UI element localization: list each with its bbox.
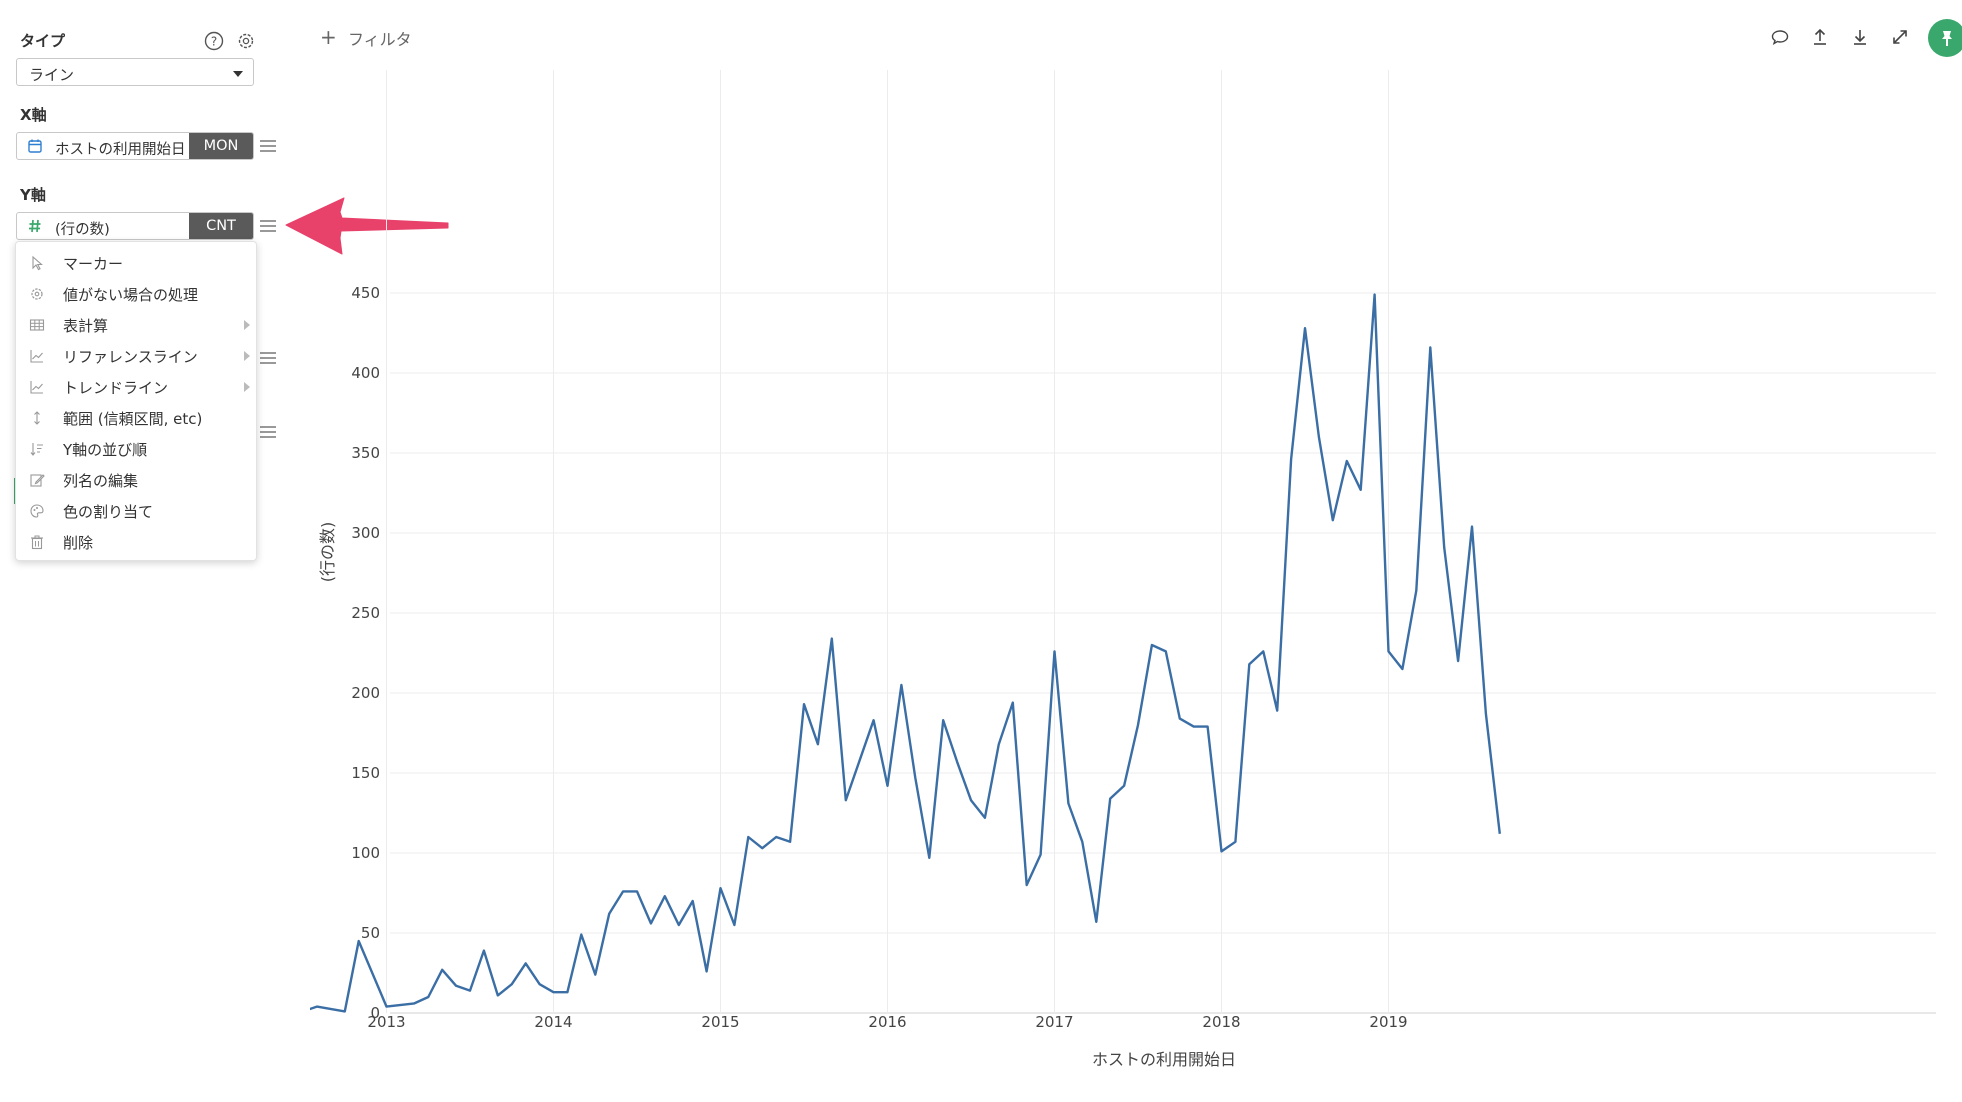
- y-axis-title: (行の数): [318, 522, 337, 583]
- x-tick-label: 2014: [534, 1013, 572, 1031]
- cursor-icon: [32, 255, 43, 271]
- y-tick-label: 50: [361, 924, 380, 942]
- type-label: タイプ: [20, 32, 66, 50]
- menu-item-table-calc[interactable]: 表計算: [16, 310, 256, 340]
- x-field-agg-button[interactable]: MON: [189, 133, 253, 159]
- y-field-context-menu: マーカー 値がない場合の処理 表計算 リファレンスライン トレンドライン 範囲 …: [15, 241, 257, 561]
- chevron-right-icon: [244, 382, 250, 392]
- expand-icon[interactable]: [1888, 25, 1912, 49]
- x-tick-label: 2016: [868, 1013, 906, 1031]
- y-tick-label: 450: [351, 284, 380, 302]
- pin-button[interactable]: [1928, 19, 1962, 57]
- x-axis-label: X軸: [20, 106, 47, 124]
- calendar-icon: [28, 139, 42, 153]
- menu-item-y-sort[interactable]: Y軸の並び順: [16, 434, 256, 464]
- chart-type-value: ライン: [29, 66, 75, 84]
- download-icon[interactable]: [1848, 25, 1872, 49]
- x-tick-label: 2017: [1035, 1013, 1073, 1031]
- y-axis-label: Y軸: [20, 186, 46, 204]
- edit-icon: [30, 474, 45, 487]
- trash-icon: [31, 535, 43, 550]
- menu-item-label: リファレンスライン: [63, 348, 198, 366]
- palette-icon: [30, 504, 44, 518]
- x-axis-title: ホストの利用開始日: [1092, 1050, 1236, 1069]
- help-icon[interactable]: ?: [203, 30, 225, 52]
- field-menu-icon[interactable]: [260, 426, 276, 438]
- x-axis-field[interactable]: ホストの利用開始日 MON: [16, 132, 254, 160]
- menu-item-label: 値がない場合の処理: [63, 286, 199, 304]
- x-field-name: ホストの利用開始日: [55, 142, 186, 158]
- plus-icon: +: [320, 25, 337, 49]
- annotation-arrow-icon: [285, 197, 449, 255]
- y-tick-label: 200: [351, 684, 380, 702]
- chart-config-panel: タイプ ? ライン X軸 ホストの利用開始日 MON Y軸 (行の数) CNT: [0, 0, 276, 1102]
- menu-item-delete[interactable]: 削除: [16, 527, 256, 557]
- menu-item-range[interactable]: 範囲 (信頼区間, etc): [16, 403, 256, 433]
- x-tick-label: 2018: [1202, 1013, 1240, 1031]
- menu-item-trend-line[interactable]: トレンドライン: [16, 372, 256, 402]
- y-tick-label: 100: [351, 844, 380, 862]
- y-field-agg-button[interactable]: CNT: [189, 213, 253, 239]
- menu-item-label: Y軸の並び順: [63, 441, 148, 459]
- menu-item-label: 範囲 (信頼区間, etc): [63, 410, 203, 428]
- field-menu-icon[interactable]: [260, 352, 276, 364]
- y-field-name: (行の数): [55, 222, 110, 238]
- menu-item-label: トレンドライン: [63, 379, 169, 397]
- x-tick-label: 2015: [701, 1013, 739, 1031]
- chevron-right-icon: [244, 351, 250, 361]
- menu-item-label: 表計算: [63, 317, 109, 335]
- y-field-menu-icon[interactable]: [260, 220, 276, 232]
- menu-item-reference-line[interactable]: リファレンスライン: [16, 341, 256, 371]
- menu-item-label: マーカー: [63, 255, 124, 273]
- x-field-menu-icon[interactable]: [260, 140, 276, 152]
- y-tick-label: 0: [370, 1004, 380, 1022]
- chevron-right-icon: [244, 320, 250, 330]
- menu-item-color-assignment[interactable]: 色の割り当て: [16, 496, 256, 526]
- range-icon: [34, 411, 40, 425]
- chart-type-select[interactable]: ライン: [16, 58, 254, 86]
- menu-item-label: 削除: [63, 534, 94, 552]
- table-icon: [29, 319, 45, 331]
- y-tick-label: 300: [351, 524, 380, 542]
- y-axis-field[interactable]: (行の数) CNT: [16, 212, 254, 240]
- x-tick-label: 2019: [1369, 1013, 1407, 1031]
- trend-line-icon: [30, 381, 43, 394]
- hash-icon: [29, 219, 41, 233]
- filter-label: フィルタ: [348, 30, 412, 49]
- upload-icon[interactable]: [1808, 25, 1832, 49]
- menu-item-label: 列名の編集: [63, 472, 139, 490]
- svg-text:?: ?: [211, 35, 217, 49]
- menu-item-edit-column-name[interactable]: 列名の編集: [16, 465, 256, 495]
- menu-item-missing-values[interactable]: 値がない場合の処理: [16, 279, 256, 309]
- chevron-down-icon: [233, 71, 243, 77]
- comment-icon[interactable]: [1768, 25, 1792, 49]
- gear-icon: [31, 288, 43, 300]
- sort-icon: [30, 443, 43, 456]
- y-tick-label: 350: [351, 444, 380, 462]
- chart-line-icon: [30, 350, 43, 363]
- x-tick-label: 2013: [367, 1013, 405, 1031]
- pin-icon: [1942, 31, 1952, 46]
- menu-item-marker[interactable]: マーカー: [16, 248, 256, 278]
- menu-item-label: 色の割り当て: [63, 503, 154, 521]
- y-tick-label: 400: [351, 364, 380, 382]
- series-line: [310, 293, 1501, 1013]
- line-chart: 0501001502002503003504004502011201220132…: [310, 70, 1936, 1069]
- gear-icon[interactable]: [235, 30, 257, 52]
- y-tick-label: 250: [351, 604, 380, 622]
- y-tick-label: 150: [351, 764, 380, 782]
